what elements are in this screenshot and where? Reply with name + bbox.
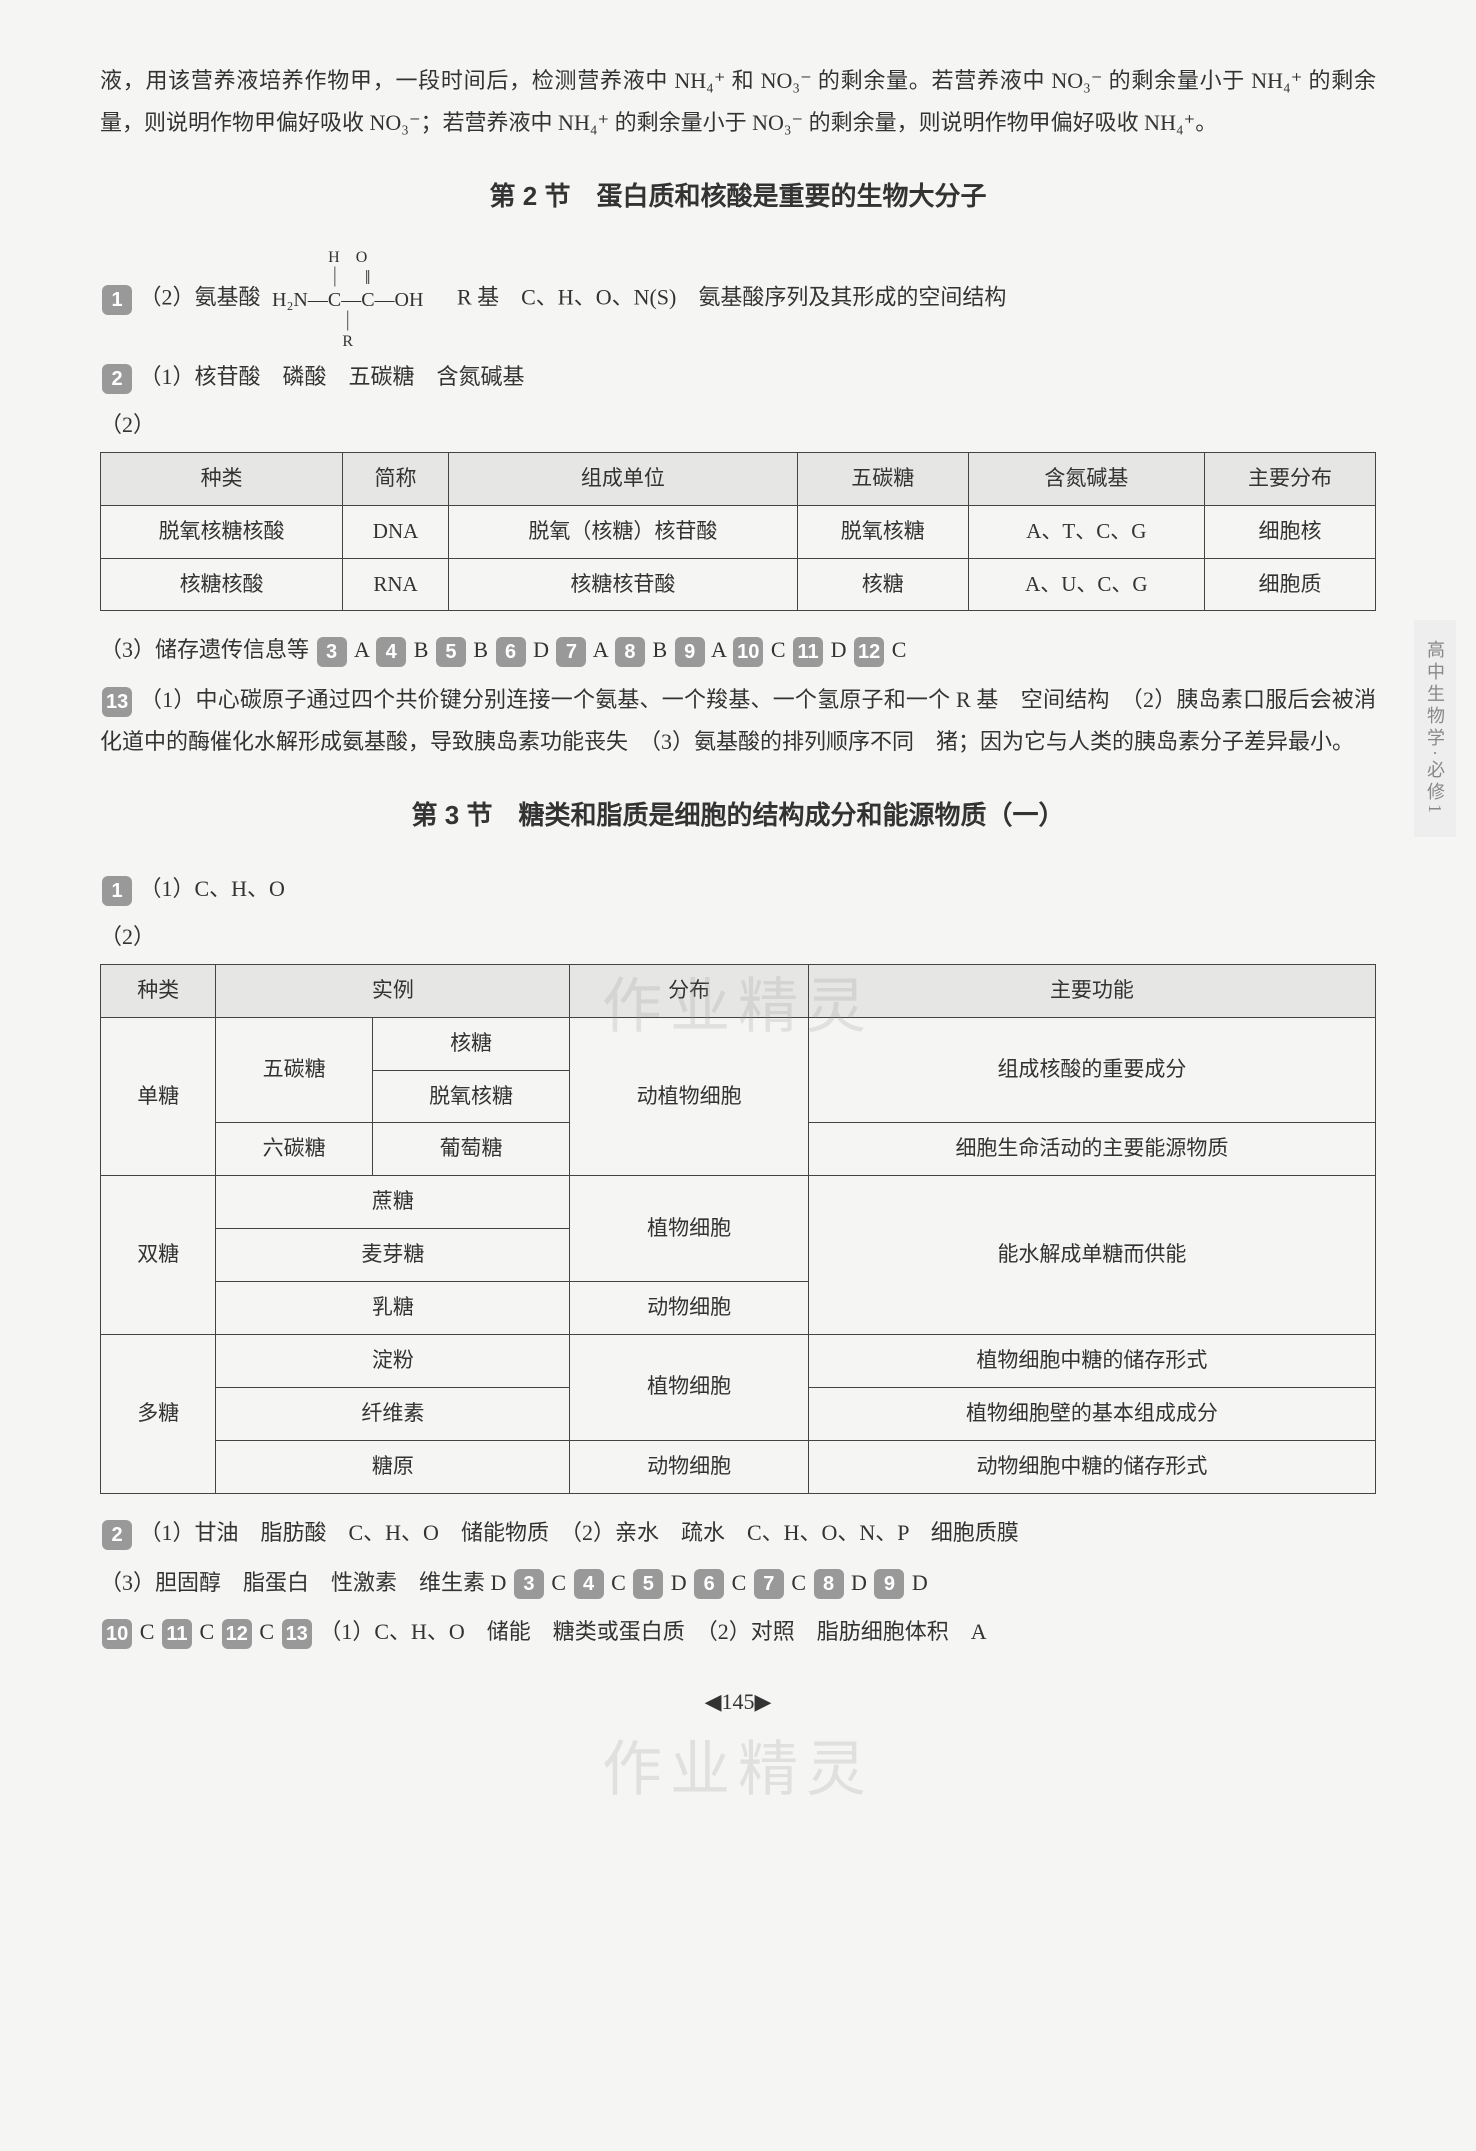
badge-2: 2 [102, 364, 132, 394]
badge: 11 [793, 637, 823, 667]
sec2-q1: 1 （2）氨基酸 H O ｜ ‖ H₂N—C—C—OH ｜ R R 基 C、H、… [100, 249, 1376, 350]
badge: 7 [754, 1569, 784, 1599]
q1-after: R 基 C、H、O、N(S) 氨基酸序列及其形成的空间结构 [435, 285, 1006, 310]
watermark-bottom: 作业精灵 [100, 1713, 1376, 1827]
badge-1: 1 [102, 876, 132, 906]
table-row: 核糖核酸RNA 核糖核苷酸核糖 A、U、C、G细胞质 [101, 558, 1376, 611]
badge: 9 [675, 637, 705, 667]
badge: 6 [694, 1569, 724, 1599]
sec2-answers: （3）储存遗传信息等 3 A 4 B 5 B 6 D 7 A 8 B 9 A 1… [100, 629, 1376, 671]
badge: 3 [514, 1569, 544, 1599]
section2-title: 第 2 节 蛋白质和核酸是重要的生物大分子 [100, 172, 1376, 221]
badge-1: 1 [102, 285, 132, 315]
table-row: 多糖 淀粉 植物细胞 植物细胞中糖的储存形式 [101, 1335, 1376, 1388]
intro-paragraph: 液，用该营养液培养作物甲，一段时间后，检测营养液中 NH₄⁺ 和 NO₃⁻ 的剩… [100, 60, 1376, 144]
sec3-q2-line2: （3）胆固醇 脂蛋白 性激素 维生素 D 3 C 4 C 5 D 6 C 7 C… [100, 1562, 1376, 1604]
badge-13: 13 [102, 687, 132, 717]
section3-title: 第 3 节 糖类和脂质是细胞的结构成分和能源物质（一） [100, 791, 1376, 840]
table-row: 双糖 蔗糖 植物细胞 能水解成单糖而供能 [101, 1176, 1376, 1229]
badge: 7 [556, 637, 586, 667]
amino-acid-formula: H O ｜ ‖ H₂N—C—C—OH ｜ R [272, 249, 423, 350]
table-row: 单糖 五碳糖 核糖 动植物细胞 组成核酸的重要成分 [101, 1017, 1376, 1070]
badge: 11 [162, 1619, 192, 1649]
badge: 12 [222, 1619, 252, 1649]
badge: 10 [102, 1619, 132, 1649]
badge-13: 13 [282, 1619, 312, 1649]
badge: 5 [436, 637, 466, 667]
q1-label: （2）氨基酸 [140, 285, 261, 310]
badge: 8 [814, 1569, 844, 1599]
badge: 9 [874, 1569, 904, 1599]
sec2-q2-2-label: （2） [100, 404, 1376, 446]
sugar-table: 种类 实例 分布 主要功能 单糖 五碳糖 核糖 动植物细胞 组成核酸的重要成分 … [100, 964, 1376, 1494]
sidebar-label: 高中生物学·必修1 [1414, 620, 1456, 837]
badge: 4 [574, 1569, 604, 1599]
badge: 12 [854, 637, 884, 667]
badge: 5 [633, 1569, 663, 1599]
sec2-q2-1: 2 （1）核苷酸 磷酸 五碳糖 含氮碱基 [100, 356, 1376, 398]
table-row: 糖原 动物细胞 动物细胞中糖的储存形式 [101, 1440, 1376, 1493]
nucleic-acid-table: 种类 简称 组成单位 五碳糖 含氮碱基 主要分布 脱氧核糖核酸DNA 脱氧（核糖… [100, 452, 1376, 612]
badge: 8 [615, 637, 645, 667]
sec3-q1-2-label: （2） [100, 916, 1376, 958]
sec3-q2-line1: 2 （1）甘油 脂肪酸 C、H、O 储能物质 （2）亲水 疏水 C、H、O、N、… [100, 1512, 1376, 1554]
badge: 4 [376, 637, 406, 667]
sec3-line3: 10 C 11 C 12 C 13 （1）C、H、O 储能 糖类或蛋白质 （2）… [100, 1611, 1376, 1653]
badge: 10 [733, 637, 763, 667]
sec3-q1-1: 1 （1）C、H、O [100, 868, 1376, 910]
sec2-q13: 13 （1）中心碳原子通过四个共价键分别连接一个氨基、一个羧基、一个氢原子和一个… [100, 679, 1376, 763]
badge: 6 [496, 637, 526, 667]
badge: 3 [317, 637, 347, 667]
table-row: 脱氧核糖核酸DNA 脱氧（核糖）核苷酸脱氧核糖 A、T、C、G细胞核 [101, 505, 1376, 558]
badge-2: 2 [102, 1520, 132, 1550]
